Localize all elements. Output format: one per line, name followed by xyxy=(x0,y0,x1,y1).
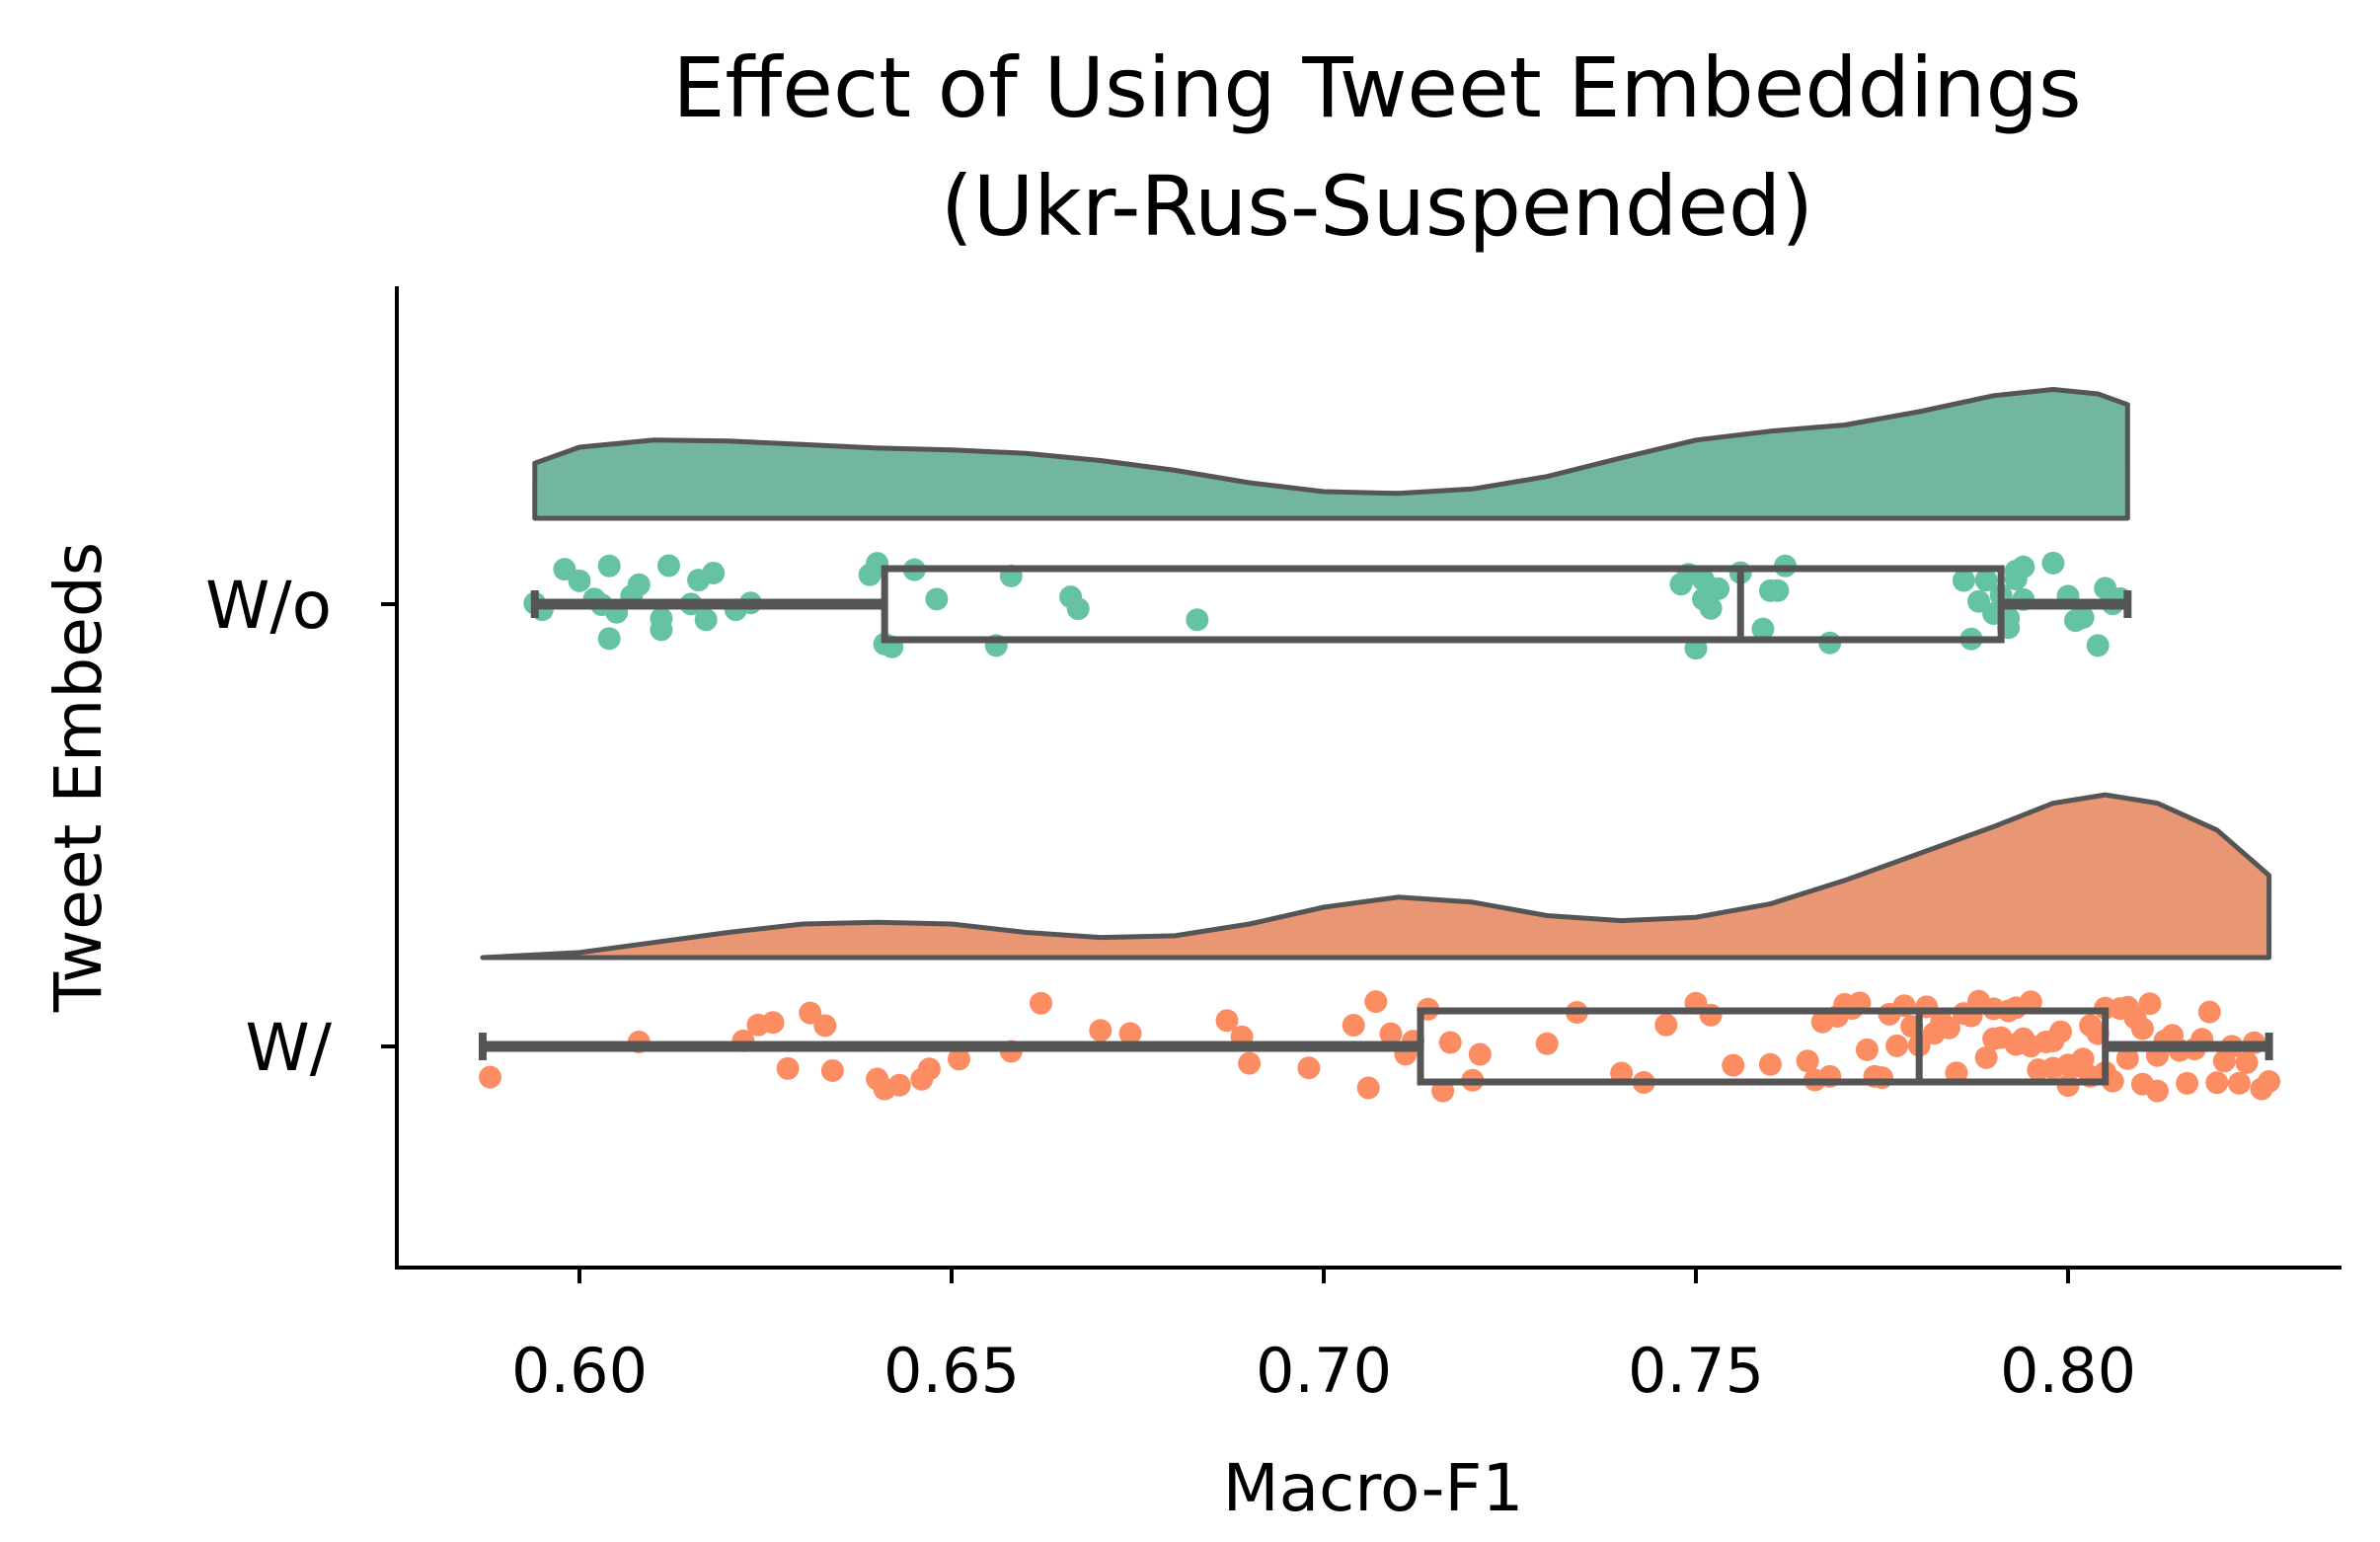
data-point xyxy=(1186,608,1209,632)
data-point xyxy=(1468,1042,1492,1066)
data-point xyxy=(1766,578,1790,602)
data-point xyxy=(1871,1066,1893,1090)
data-point xyxy=(1982,1027,2006,1050)
data-point xyxy=(2176,1071,2199,1095)
data-point xyxy=(813,1014,837,1038)
data-point xyxy=(799,1001,822,1025)
data-point xyxy=(1342,1014,1365,1037)
data-point xyxy=(1758,1052,1782,1076)
data-point xyxy=(1364,990,1388,1014)
data-point xyxy=(2205,1071,2229,1095)
data-point xyxy=(2019,1035,2042,1058)
data-point xyxy=(1937,1016,1960,1040)
data-point xyxy=(568,569,591,592)
data-point xyxy=(1654,1013,1678,1037)
data-point xyxy=(917,1057,941,1081)
y-tick-label: W/ xyxy=(246,1010,333,1086)
x-tick-label: 0.60 xyxy=(511,1335,648,1407)
density-cloud-0 xyxy=(532,387,2130,521)
data-point xyxy=(1707,577,1730,600)
data-point xyxy=(1699,596,1723,620)
data-point xyxy=(2056,1053,2080,1077)
data-point xyxy=(702,562,726,584)
data-point xyxy=(2071,606,2095,629)
data-point xyxy=(2146,1079,2169,1103)
data-point xyxy=(761,1011,785,1035)
data-point xyxy=(1751,617,1775,641)
x-tick-label: 0.80 xyxy=(2000,1335,2136,1407)
x-ticks: 0.60 0.65 0.70 0.75 0.80 xyxy=(511,1268,2136,1407)
x-tick-label: 0.75 xyxy=(1628,1335,1764,1407)
data-point xyxy=(479,1065,501,1089)
data-point xyxy=(1855,1038,1879,1061)
data-point xyxy=(694,608,718,632)
data-point xyxy=(2041,551,2065,575)
y-ticks: W/o W/ xyxy=(205,568,397,1086)
data-point xyxy=(650,607,673,630)
data-point xyxy=(2235,1050,2259,1074)
plot-area xyxy=(478,387,2281,1103)
box-iqr-1 xyxy=(1417,1007,2110,1086)
data-point xyxy=(1699,1003,1723,1027)
data-point xyxy=(1297,1056,1321,1080)
data-point xyxy=(1974,1045,1998,1069)
data-point xyxy=(1089,1019,1113,1042)
data-point xyxy=(2258,1070,2281,1093)
data-point xyxy=(1379,1022,1403,1045)
data-point xyxy=(597,554,621,578)
density-cloud-1 xyxy=(480,792,2272,961)
box-iqr-0 xyxy=(881,565,2005,644)
data-point xyxy=(1535,1032,1559,1055)
data-point xyxy=(627,573,651,596)
group-without xyxy=(523,387,2132,660)
data-point xyxy=(1974,569,1998,592)
data-point xyxy=(2227,1071,2251,1095)
data-point xyxy=(1118,1022,1142,1045)
data-point xyxy=(657,554,680,578)
data-point xyxy=(776,1056,800,1080)
x-tick-label: 0.70 xyxy=(1256,1335,1392,1407)
data-point xyxy=(2056,1074,2080,1098)
data-point xyxy=(2138,992,2162,1016)
data-point xyxy=(2130,1017,2154,1041)
data-point xyxy=(2012,555,2035,578)
data-point xyxy=(948,1047,970,1071)
x-tick-label: 0.65 xyxy=(883,1335,1020,1407)
data-point xyxy=(1238,1051,1262,1075)
data-point xyxy=(1945,1061,1968,1085)
data-point xyxy=(1438,1031,1462,1054)
data-point xyxy=(1722,1053,1745,1077)
x-axis-label: Macro-F1 xyxy=(1223,1450,1524,1526)
data-point xyxy=(925,587,949,611)
y-tick-label: W/o xyxy=(205,568,332,644)
chart-title: Effect of Using Tweet Embeddings (Ukr-Ru… xyxy=(672,39,2081,255)
data-point xyxy=(820,1059,844,1082)
data-point xyxy=(1030,991,1052,1015)
data-point xyxy=(2197,1000,2221,1024)
data-point xyxy=(1796,1049,1819,1073)
data-point xyxy=(2086,634,2110,657)
data-point xyxy=(887,1073,911,1097)
title-line-2: (Ukr-Rus-Suspended) xyxy=(941,158,1813,255)
data-point xyxy=(1066,597,1090,621)
data-point xyxy=(597,627,621,651)
group-with xyxy=(478,792,2281,1103)
data-point xyxy=(1215,1009,1239,1033)
data-point xyxy=(2041,1030,2065,1052)
data-point xyxy=(2115,1046,2139,1070)
y-axis-label: Tweet Embeds xyxy=(40,542,116,1013)
axes xyxy=(395,286,2342,1270)
data-point xyxy=(1356,1076,1380,1100)
data-point xyxy=(1885,1034,1909,1057)
data-point xyxy=(1952,569,1975,592)
title-line-1: Effect of Using Tweet Embeddings xyxy=(672,39,2081,136)
